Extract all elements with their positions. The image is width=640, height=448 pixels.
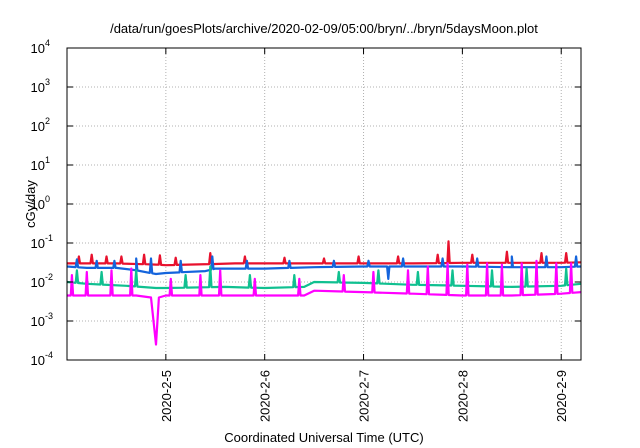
y-tick-label-exponent: 0 xyxy=(45,194,50,204)
y-tick-label: 10 xyxy=(31,80,45,95)
series-line-1 xyxy=(67,240,582,267)
series-group xyxy=(66,240,582,346)
y-tick-label-exponent: 1 xyxy=(45,155,50,165)
x-tick-label: 2020-2-7 xyxy=(357,370,372,422)
x-axis-label: Coordinated Universal Time (UTC) xyxy=(224,430,423,445)
y-tick-label-exponent: -1 xyxy=(45,233,53,243)
series-line-4 xyxy=(67,259,582,346)
chart-title: /data/run/goesPlots/archive/2020-02-09/0… xyxy=(110,21,538,36)
y-tick-label-exponent: -3 xyxy=(45,311,53,321)
y-tick-label: 10 xyxy=(31,119,45,134)
series-line-3 xyxy=(66,265,582,290)
y-tick-label: 10 xyxy=(31,197,45,212)
x-tick-label: 2020-2-6 xyxy=(258,370,273,422)
plot-frame xyxy=(66,47,582,361)
y-tick-label-exponent: 4 xyxy=(45,38,50,48)
x-tick-label: 2020-2-5 xyxy=(159,370,174,422)
y-tick-label: 10 xyxy=(31,353,45,368)
y-tick-label-exponent: -2 xyxy=(45,272,53,282)
y-tick-label: 10 xyxy=(31,314,45,329)
x-tick-label: 2020-2-9 xyxy=(554,370,569,422)
y-tick-label-exponent: -4 xyxy=(45,350,53,360)
y-tick-label: 10 xyxy=(31,236,45,251)
y-tick-label: 10 xyxy=(31,158,45,173)
y-tick-label: 10 xyxy=(31,275,45,290)
y-tick-label-exponent: 3 xyxy=(45,77,50,87)
series-line-2 xyxy=(66,255,582,280)
grid xyxy=(67,48,581,360)
y-axis-label: cGy/day xyxy=(23,180,38,228)
y-tick-label-exponent: 2 xyxy=(45,116,50,126)
x-tick-label: 2020-2-8 xyxy=(455,370,470,422)
y-tick-label: 10 xyxy=(31,41,45,56)
